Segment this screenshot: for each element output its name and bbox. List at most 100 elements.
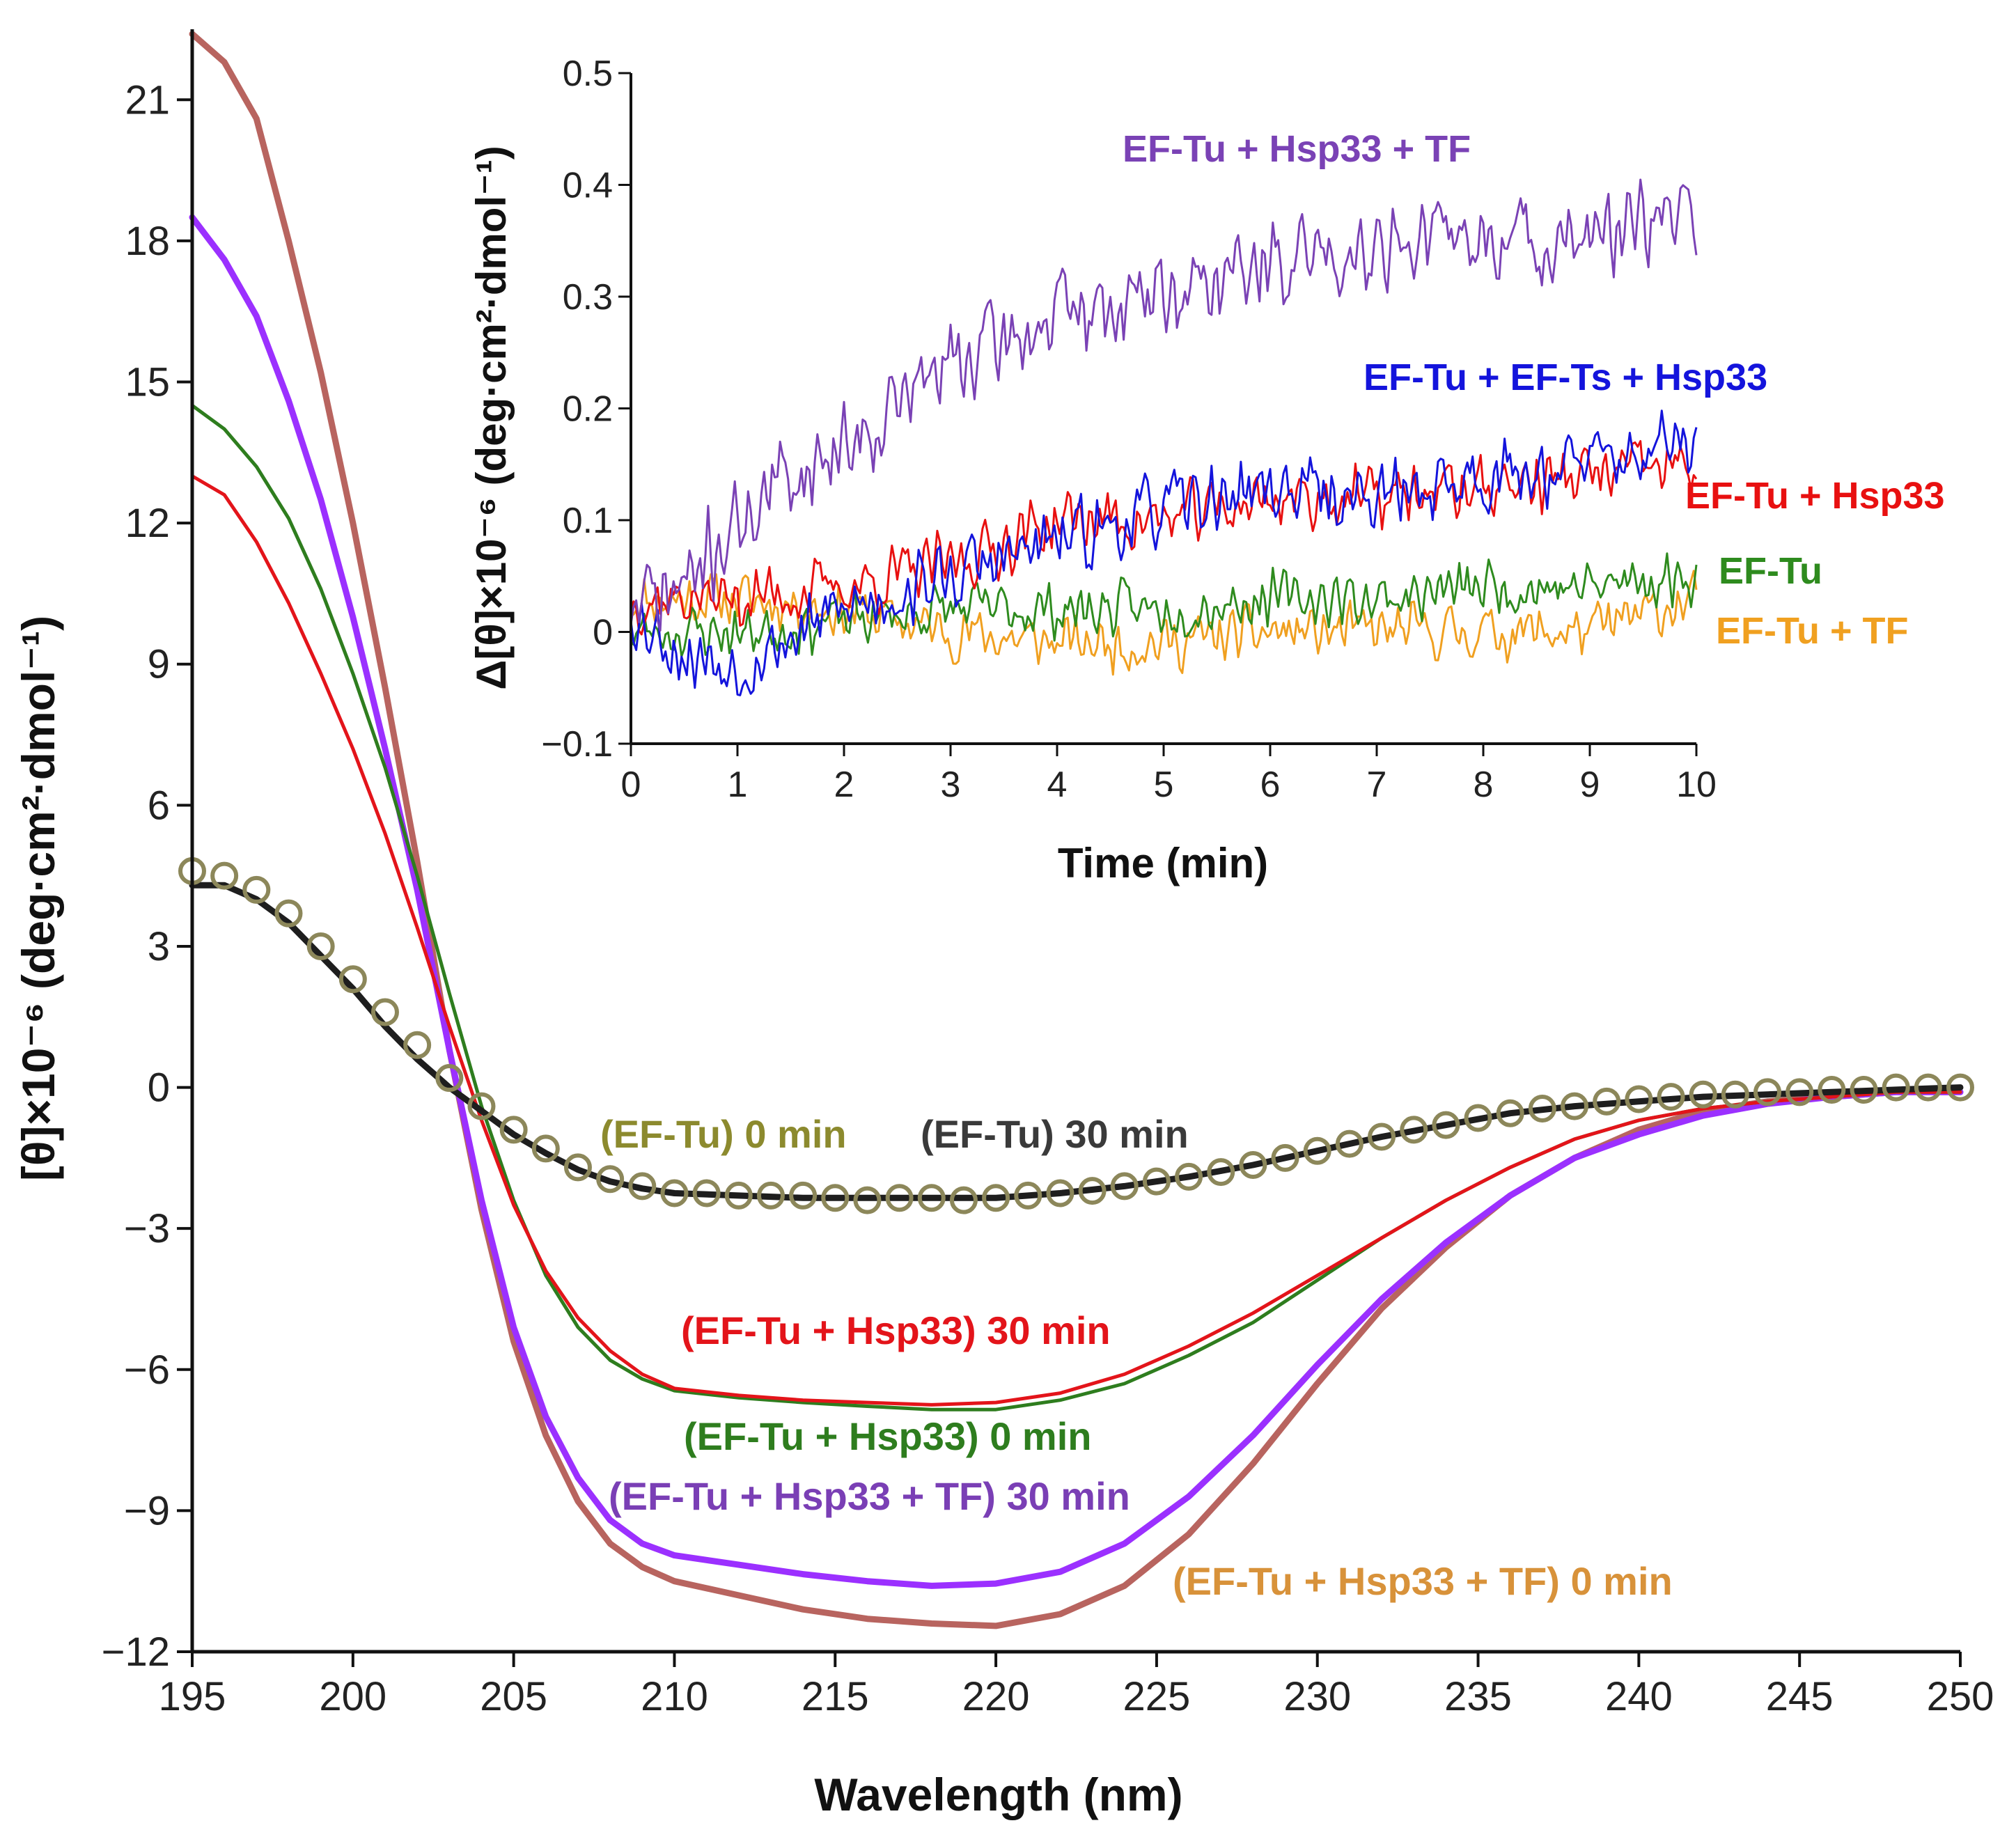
- inset-x-tick-label: 7: [1367, 765, 1387, 805]
- data-point: [1368, 1123, 1396, 1151]
- data-point: [210, 861, 239, 890]
- annotation-eftu-hsp33-tf-30min: (EF-Tu + Hsp33 + TF) 30 min: [609, 1474, 1130, 1518]
- data-point: [1046, 1179, 1075, 1207]
- data-point: [1528, 1094, 1556, 1123]
- inset-series-ef-tu-ef-ts-hsp33: [630, 409, 1698, 696]
- main-y-tick-label: 15: [125, 360, 170, 405]
- data-point: [949, 1186, 978, 1214]
- data-point: [885, 1184, 914, 1212]
- inset-y-tick-label: −0.1: [541, 724, 613, 765]
- inset-y-tick-label: 0.1: [563, 501, 613, 541]
- data-point: [756, 1181, 785, 1210]
- inset-x-tick-label: 6: [1260, 765, 1281, 805]
- inset-y-tick-label: 0.5: [563, 54, 613, 94]
- inset-x-tick-label: 2: [834, 765, 854, 805]
- data-point: [1850, 1075, 1878, 1104]
- inset-annotation-eftu-tf: EF-Tu + TF: [1716, 610, 1908, 652]
- main-x-tick-label: 195: [159, 1674, 226, 1719]
- data-point: [1142, 1167, 1171, 1196]
- data-point: [1721, 1080, 1749, 1109]
- inset-series-layer: [630, 178, 1698, 696]
- main-x-tick-label: 200: [319, 1674, 386, 1719]
- data-point: [1818, 1075, 1846, 1104]
- inset-series-ef-tu: [630, 552, 1698, 658]
- main-y-tick-label: 21: [125, 77, 170, 123]
- data-point: [1400, 1116, 1428, 1144]
- inset-time-course-chart: 0 1 2 3 4 5 6 7 8 9 10 −0.100.10.20.30.40.5 Time (…: [468, 54, 1945, 886]
- data-point: [789, 1181, 818, 1210]
- inset-y-tick-label: 0.3: [563, 277, 613, 318]
- annotation-eftu-hsp33-tf-0min: (EF-Tu + Hsp33 + TF) 0 min: [1173, 1559, 1673, 1603]
- main-y-tick-label: −9: [124, 1488, 170, 1533]
- inset-x-tick-label: 4: [1047, 765, 1068, 805]
- data-point: [917, 1184, 946, 1212]
- main-x-ticks: 195 200 205 210 215 220 225 230 235 240 245 250: [159, 1652, 1994, 1719]
- data-point: [1303, 1136, 1331, 1165]
- inset-annotation-eftu-hsp33-tf: EF-Tu + Hsp33 + TF: [1123, 128, 1471, 170]
- data-point: [1078, 1177, 1107, 1205]
- series-ef-tu-hsp33-30-min: [190, 474, 1962, 1407]
- main-y-tick-label: 0: [148, 1065, 170, 1111]
- data-point: [821, 1184, 850, 1212]
- inset-y-axis-label: Δ[θ]×10⁻⁶ (deg·cm²·dmol⁻¹): [468, 146, 515, 690]
- main-x-tick-label: 215: [802, 1674, 869, 1719]
- inset-annotation-eftu-hsp33: EF-Tu + Hsp33: [1685, 475, 1945, 517]
- series-ef-tu-hsp33-tf-30-min: [189, 214, 1964, 1589]
- series-ef-tu-hsp33-0-min: [190, 403, 1962, 1411]
- data-point: [1786, 1078, 1814, 1106]
- inset-annotations: EF-Tu + Hsp33 + TF EF-Tu + EF-Ts + Hsp33…: [1123, 128, 1945, 652]
- main-x-tick-label: 220: [962, 1674, 1030, 1719]
- data-point: [1239, 1151, 1267, 1179]
- data-point: [370, 998, 399, 1026]
- inset-y-tick-label: 0.2: [563, 389, 613, 430]
- data-point: [596, 1165, 625, 1194]
- inset-x-ticks: 0 1 2 3 4 5 6 7 8 9 10: [621, 744, 1717, 805]
- main-y-axis-label: [θ]×10⁻⁶ (deg·cm²·dmol⁻¹): [13, 616, 64, 1181]
- main-y-tick-label: −3: [124, 1206, 170, 1251]
- data-point: [1882, 1073, 1910, 1102]
- data-point: [1914, 1073, 1942, 1102]
- data-point: [1689, 1080, 1717, 1109]
- data-point: [1593, 1087, 1621, 1116]
- data-point: [1753, 1078, 1782, 1106]
- data-point: [724, 1181, 753, 1210]
- data-point: [1561, 1092, 1589, 1120]
- data-point: [1432, 1111, 1460, 1139]
- data-point: [1464, 1104, 1492, 1132]
- data-point: [1207, 1158, 1235, 1187]
- inset-x-tick-label: 5: [1154, 765, 1174, 805]
- data-point: [628, 1172, 657, 1201]
- data-point: [982, 1184, 1010, 1212]
- main-x-axis-label: Wavelength (nm): [814, 1769, 1182, 1820]
- data-point: [1175, 1162, 1203, 1191]
- main-y-tick-label: 6: [148, 783, 170, 828]
- annotation-eftu-30min: (EF-Tu) 30 min: [921, 1112, 1189, 1156]
- data-point: [467, 1092, 496, 1120]
- inset-x-tick-label: 1: [728, 765, 748, 805]
- inset-x-axis-label: Time (min): [1058, 840, 1268, 886]
- data-point: [563, 1153, 592, 1182]
- inset-x-tick-label: 8: [1474, 765, 1494, 805]
- main-y-tick-label: 12: [125, 501, 170, 546]
- main-x-tick-label: 225: [1123, 1674, 1191, 1719]
- inset-annotation-eftu: EF-Tu: [1719, 550, 1822, 592]
- inset-series-ef-tu-hsp33-tf: [630, 178, 1698, 632]
- data-point: [1657, 1083, 1685, 1111]
- inset-annotation-eftu-efts-hsp33: EF-Tu + EF-Ts + Hsp33: [1363, 357, 1767, 398]
- data-point: [1946, 1073, 1974, 1102]
- data-point: [274, 899, 303, 928]
- main-cd-spectrum-chart: 195 200 205 210 215 220 225 230 235 240 245 250 −12…: [13, 29, 1994, 1820]
- main-x-tick-label: 245: [1766, 1674, 1834, 1719]
- data-point: [660, 1179, 689, 1207]
- data-point: [306, 932, 335, 960]
- inset-x-tick-label: 3: [941, 765, 961, 805]
- data-point: [692, 1179, 721, 1207]
- series-ef-tu-0-min: [178, 857, 1974, 1214]
- inset-x-tick-label: 10: [1676, 765, 1717, 805]
- main-x-tick-label: 230: [1283, 1674, 1351, 1719]
- inset-y-ticks: −0.1 0 0.1 0.2 0.3 0.4 0.5: [541, 54, 631, 765]
- data-point: [853, 1186, 882, 1214]
- annotation-eftu-hsp33-0min: (EF-Tu + Hsp33) 0 min: [684, 1414, 1091, 1458]
- main-y-tick-label: 9: [148, 642, 170, 687]
- data-point: [1625, 1085, 1653, 1113]
